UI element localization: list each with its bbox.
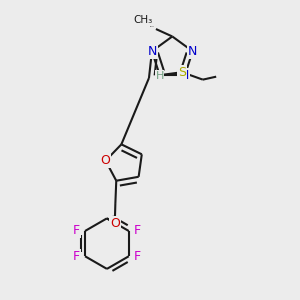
Text: N: N <box>180 69 190 82</box>
Text: N: N <box>188 45 197 58</box>
Text: N: N <box>147 45 157 58</box>
Text: CH₃: CH₃ <box>134 16 153 26</box>
Text: F: F <box>134 250 141 263</box>
Text: H: H <box>155 70 164 81</box>
Text: O: O <box>110 217 120 230</box>
Text: S: S <box>178 66 186 79</box>
Text: methyl: methyl <box>152 27 157 28</box>
Text: F: F <box>73 224 80 237</box>
Text: F: F <box>134 224 141 237</box>
Text: methyl: methyl <box>150 26 154 27</box>
Text: O: O <box>101 154 110 167</box>
Text: ethyl: ethyl <box>204 77 208 78</box>
Text: F: F <box>73 250 80 263</box>
